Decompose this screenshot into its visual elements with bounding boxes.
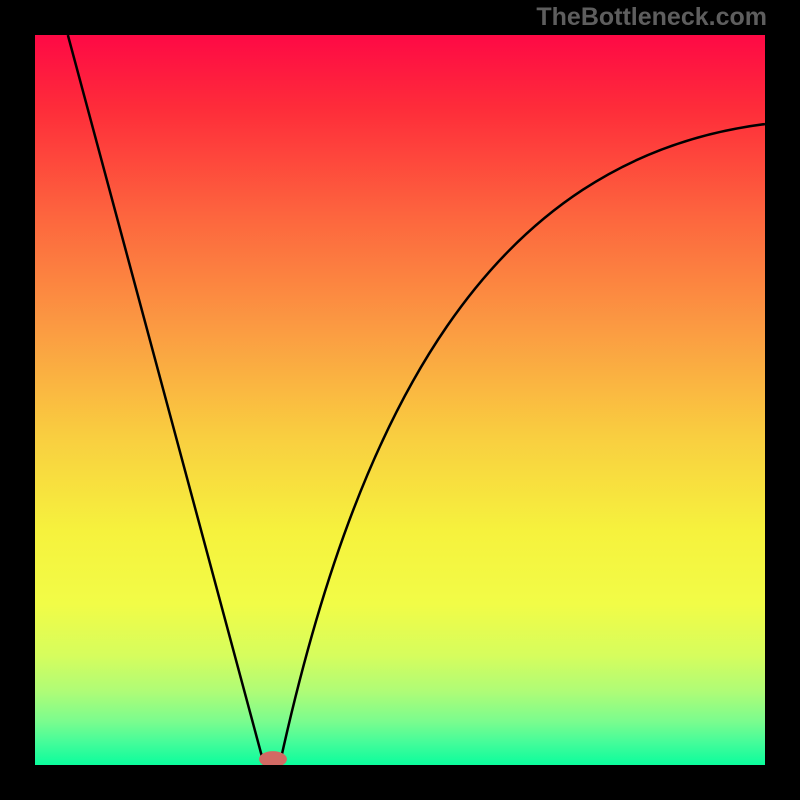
chart-container: TheBottleneck.com xyxy=(0,0,800,800)
watermark-text: TheBottleneck.com xyxy=(536,3,767,32)
gradient-background xyxy=(35,35,765,765)
plot-area xyxy=(35,35,765,765)
